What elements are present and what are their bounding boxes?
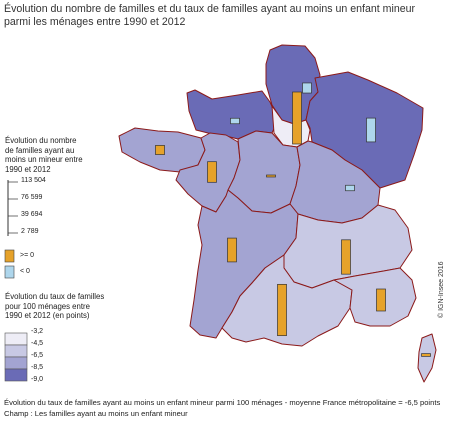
count-bar-13 [421, 353, 431, 357]
count-tick-4: 2 789 [21, 228, 39, 235]
rate-break-4: -8,5 [31, 364, 44, 371]
rate-break-2: -4,5 [31, 340, 44, 347]
count-tick-1: 113 504 [21, 177, 46, 184]
footer-champ: Champ : Les familles ayant au moins un e… [4, 409, 188, 418]
count-bar-11 [277, 283, 287, 337]
count-legend [4, 180, 18, 279]
count-bar-3 [292, 91, 302, 145]
count-bar-4 [366, 117, 376, 143]
count-legend-title: Évolution du nombre de familles ayant au… [5, 136, 83, 174]
count-bar-7 [266, 174, 276, 178]
legend-label-negative: < 0 [20, 268, 30, 275]
rate-legend-title: Évolution du taux de familles pour 100 m… [5, 292, 105, 320]
count-bar-8 [345, 184, 355, 192]
legend-label-positive: >= 0 [20, 252, 35, 259]
source-credit: © IGN-Insee 2016 [438, 261, 445, 318]
rate-swatch-1 [4, 332, 28, 346]
count-bar-12 [376, 288, 386, 312]
rate-swatch-4 [4, 368, 28, 382]
count-bar-1 [302, 82, 312, 94]
count-tick-2: 76 599 [21, 194, 43, 201]
count-bar-6 [207, 161, 217, 183]
count-bar-9 [227, 237, 237, 263]
rate-swatch-2 [4, 344, 28, 358]
region-paca [333, 267, 417, 327]
rate-break-1: -3,2 [31, 328, 44, 335]
region-corse [417, 333, 437, 383]
rate-break-5: -9,0 [31, 376, 44, 383]
footer-note: Évolution du taux de familles ayant au m… [4, 398, 441, 407]
legend-swatch-negative [4, 265, 15, 279]
count-bar-5 [155, 145, 165, 155]
region-occitanie [221, 254, 353, 347]
rate-legend [4, 332, 28, 382]
map-title: Évolution du nombre de familles et du ta… [4, 3, 416, 28]
count-bar-2 [230, 117, 240, 125]
count-bar-10 [341, 239, 351, 275]
rate-swatch-3 [4, 356, 28, 370]
rate-break-3: -6,5 [31, 352, 44, 359]
legend-swatch-positive [4, 249, 15, 263]
count-tick-3: 39 694 [21, 211, 43, 218]
